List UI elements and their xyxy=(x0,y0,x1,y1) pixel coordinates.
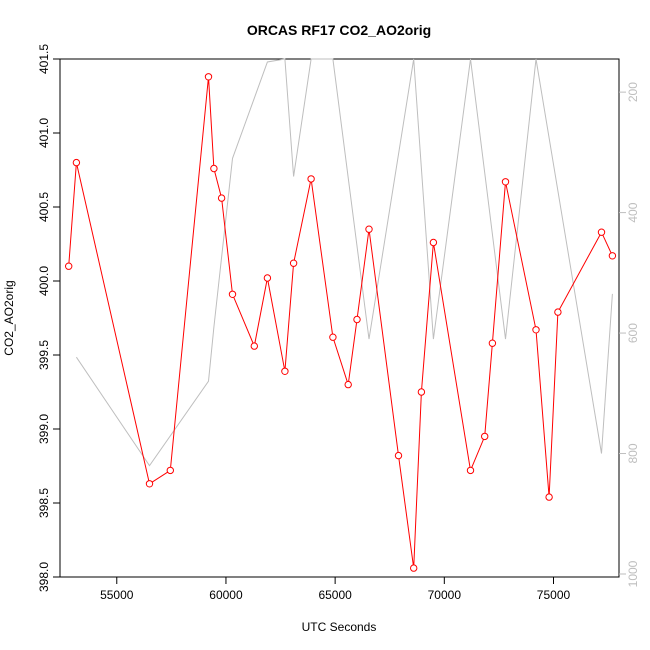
red-series-layer xyxy=(65,73,617,572)
data-point xyxy=(394,451,403,460)
data-point xyxy=(608,252,617,260)
data-point xyxy=(410,564,418,572)
data-point xyxy=(210,164,218,173)
y-tick-label: 400.0 xyxy=(37,266,51,296)
data-point xyxy=(488,339,497,347)
data-point xyxy=(329,333,337,341)
chart-title: ORCAS RF17 CO2_AO2orig xyxy=(247,22,431,38)
data-point xyxy=(532,326,540,334)
grey-series-line xyxy=(75,58,613,467)
data-point xyxy=(217,194,226,202)
y2-tick-label: 1000 xyxy=(626,560,640,587)
x-tick-label: 70000 xyxy=(428,588,462,602)
y-axis-label: CO2_AO2orig xyxy=(2,280,16,355)
data-point xyxy=(429,238,438,247)
x-axis: 55000 60000 65000 70000 75000 xyxy=(100,577,571,602)
data-point xyxy=(281,367,289,375)
data-point xyxy=(344,380,352,389)
y-tick-label: 401.0 xyxy=(37,118,51,148)
y2-tick-label: 800 xyxy=(626,443,640,463)
y-tick-label: 398.0 xyxy=(37,562,51,592)
data-point xyxy=(204,73,213,81)
data-point xyxy=(307,175,315,183)
data-point xyxy=(481,432,489,441)
data-point xyxy=(289,259,298,267)
data-point xyxy=(466,466,475,475)
y-tick-label: 399.0 xyxy=(37,414,51,444)
y-tick-label: 401.5 xyxy=(37,44,51,74)
data-point xyxy=(501,178,510,186)
y2-tick-label: 400 xyxy=(626,202,640,222)
data-point xyxy=(545,493,553,501)
data-point xyxy=(72,158,81,167)
data-point xyxy=(250,342,259,350)
data-point xyxy=(597,228,606,236)
secondary-y-axis: 200 400 600 800 1000 xyxy=(619,82,640,587)
data-point xyxy=(263,274,272,282)
plot-frame xyxy=(59,58,620,578)
x-tick-label: 55000 xyxy=(100,588,134,602)
x-tick-label: 65000 xyxy=(318,588,352,602)
data-point xyxy=(353,315,361,324)
y2-tick-label: 200 xyxy=(626,82,640,102)
data-point xyxy=(145,480,154,488)
data-point xyxy=(554,308,562,316)
x-tick-label: 60000 xyxy=(209,588,243,602)
data-point xyxy=(166,466,175,475)
data-point xyxy=(65,262,73,270)
data-point xyxy=(417,388,426,396)
x-tick-label: 75000 xyxy=(537,588,571,602)
grey-series-layer xyxy=(75,58,613,467)
data-point xyxy=(365,225,373,233)
y-axis: 398.0 398.5 399.0 399.5 400.0 400.5 401.0 401.5 xyxy=(37,44,60,592)
x-axis-label: UTC Seconds xyxy=(302,620,377,634)
y-tick-label: 398.5 xyxy=(37,488,51,518)
data-point xyxy=(228,290,237,298)
y-tick-label: 399.5 xyxy=(37,340,51,370)
y2-tick-label: 600 xyxy=(626,323,640,343)
red-series-line xyxy=(68,76,613,569)
y-tick-label: 400.5 xyxy=(37,192,51,222)
